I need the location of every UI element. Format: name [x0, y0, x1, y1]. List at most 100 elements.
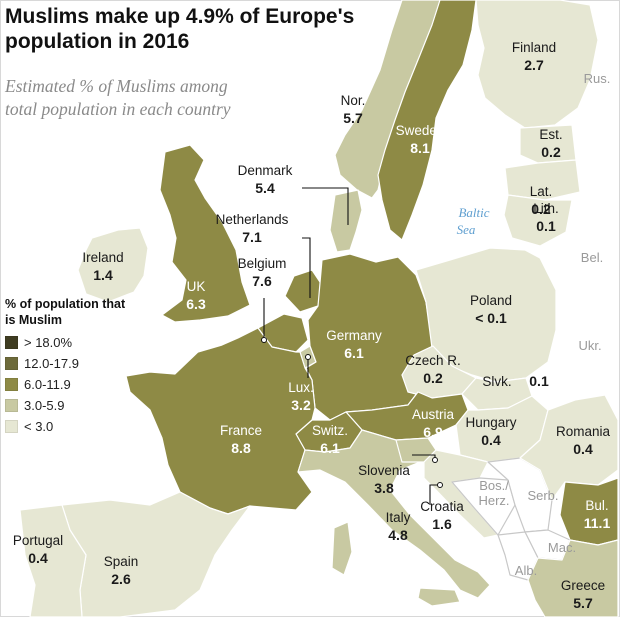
country-label-italy: Italy [386, 510, 411, 525]
legend-item: 3.0-5.9 [5, 395, 135, 416]
country-value-france: 8.8 [231, 440, 251, 456]
legend-swatch [5, 420, 18, 433]
legend-swatch [5, 336, 18, 349]
legend-items: > 18.0% 12.0-17.9 6.0-11.9 3.0-5.9 < 3.0 [5, 332, 135, 437]
neighbor-label-mac: Mac. [548, 540, 576, 555]
country-value-greece: 5.7 [573, 595, 593, 611]
leader-croatia [429, 484, 440, 505]
country-greece [527, 539, 619, 617]
country-denmark [329, 189, 363, 253]
country-label-finland: Finland [512, 40, 556, 55]
country-label-nor: Nor. [341, 93, 366, 108]
country-label-romania: Romania [556, 424, 611, 439]
country-value-uk: 6.3 [186, 296, 206, 312]
neighbor-label-ukr: Ukr. [578, 338, 601, 353]
country-value-austria: 6.9 [423, 424, 443, 440]
dot-croatia [437, 482, 443, 488]
country-label-lux: Lux. [288, 380, 314, 395]
country-value-romania: 0.4 [573, 441, 593, 457]
leader-lines [263, 187, 440, 505]
country-value-italy: 4.8 [388, 527, 408, 543]
country-label-hungary: Hungary [465, 415, 516, 430]
legend-item: > 18.0% [5, 332, 135, 353]
country-value-sweden: 8.1 [410, 140, 430, 156]
country-value-ireland: 1.4 [93, 267, 113, 283]
legend-label: 3.0-5.9 [24, 398, 65, 413]
legend-swatch [5, 357, 18, 370]
dot-belgium [261, 337, 267, 343]
country-label-france: France [220, 423, 262, 438]
country-label-switz: Switz. [312, 423, 348, 438]
country-label-croatia: Croatia [420, 499, 464, 514]
neighbor-label-rus: Rus. [584, 71, 611, 86]
legend-label: < 3.0 [24, 419, 54, 434]
country-value-poland: < 0.1 [475, 310, 507, 326]
country-value-switz: 6.1 [320, 440, 340, 456]
country-label-sweden: Sweden [396, 123, 445, 138]
country-label-slvk: Slvk. [482, 374, 511, 389]
country-label-denmark: Denmark [238, 163, 293, 178]
country-value-lat: 0.2 [531, 201, 551, 217]
country-lithuania [503, 194, 573, 247]
country-label-slovenia: Slovenia [358, 463, 410, 478]
country-label-belgium: Belgium [238, 256, 287, 271]
neighbor-label-bel: Bel. [581, 250, 603, 265]
country-value-czech-r: 0.2 [423, 370, 443, 386]
country-italy [297, 429, 491, 599]
legend-swatch [5, 378, 18, 391]
legend-item: 12.0-17.9 [5, 353, 135, 374]
country-label-germany: Germany [326, 328, 382, 343]
leader-dots [261, 337, 443, 488]
country-value-spain: 2.6 [111, 571, 131, 587]
country-france [125, 327, 316, 515]
country-label-czech-r: Czech R. [405, 353, 461, 368]
country-romania [519, 394, 619, 501]
leader-denmark [302, 187, 349, 225]
country-label-netherlands: Netherlands [216, 212, 289, 227]
neighbor-label-bosherz: Bos./Herz. [478, 478, 509, 508]
country-value-slvk: 0.1 [529, 373, 549, 389]
country-label-ireland: Ireland [82, 250, 123, 265]
country-uk [159, 144, 251, 323]
chart-title: Muslims make up 4.9% of Europe's populat… [5, 5, 355, 53]
country-value-slovenia: 3.8 [374, 480, 394, 496]
dot-slovenia [432, 457, 438, 463]
country-label-poland: Poland [470, 293, 512, 308]
legend-label: 12.0-17.9 [24, 356, 79, 371]
country-value-croatia: 1.6 [432, 516, 452, 532]
neighbor-label-serb: Serb. [527, 488, 558, 503]
legend-swatch [5, 399, 18, 412]
country-value-belgium: 7.6 [252, 273, 272, 289]
legend-item: < 3.0 [5, 416, 135, 437]
island-sicily [417, 587, 461, 607]
legend-title: % of population that is Muslim [5, 297, 126, 327]
sea-label-baltic-2: Sea [457, 222, 476, 237]
country-sweden [377, 0, 477, 241]
neighbor-label-alb: Alb. [515, 563, 537, 578]
country-label-est: Est. [539, 127, 562, 142]
leader-netherlands [302, 237, 311, 298]
country-netherlands [284, 269, 323, 313]
country-value-finland: 2.7 [524, 57, 544, 73]
country-value-nor: 5.7 [343, 110, 363, 126]
country-value-lith: 0.1 [536, 218, 556, 234]
chart-subtitle: Estimated % of Muslims among total popul… [5, 76, 231, 119]
country-label-spain: Spain [104, 554, 139, 569]
country-value-netherlands: 7.1 [242, 229, 262, 245]
country-label-lat: Lat. [530, 184, 553, 199]
country-value-hungary: 0.4 [481, 432, 501, 448]
country-label-austria: Austria [412, 407, 455, 422]
country-value-germany: 6.1 [344, 345, 364, 361]
legend-item: 6.0-11.9 [5, 374, 135, 395]
country-ireland [77, 227, 149, 303]
country-value-est: 0.2 [541, 144, 561, 160]
country-value-denmark: 5.4 [255, 180, 275, 196]
legend-label: 6.0-11.9 [24, 377, 71, 392]
sea-label-baltic-1: Baltic [458, 205, 489, 220]
country-portugal [19, 504, 87, 617]
country-value-lux: 3.2 [291, 397, 311, 413]
legend-label: > 18.0% [24, 335, 73, 350]
country-label-lith: Lith. [533, 201, 559, 216]
dot-lux [305, 354, 311, 360]
